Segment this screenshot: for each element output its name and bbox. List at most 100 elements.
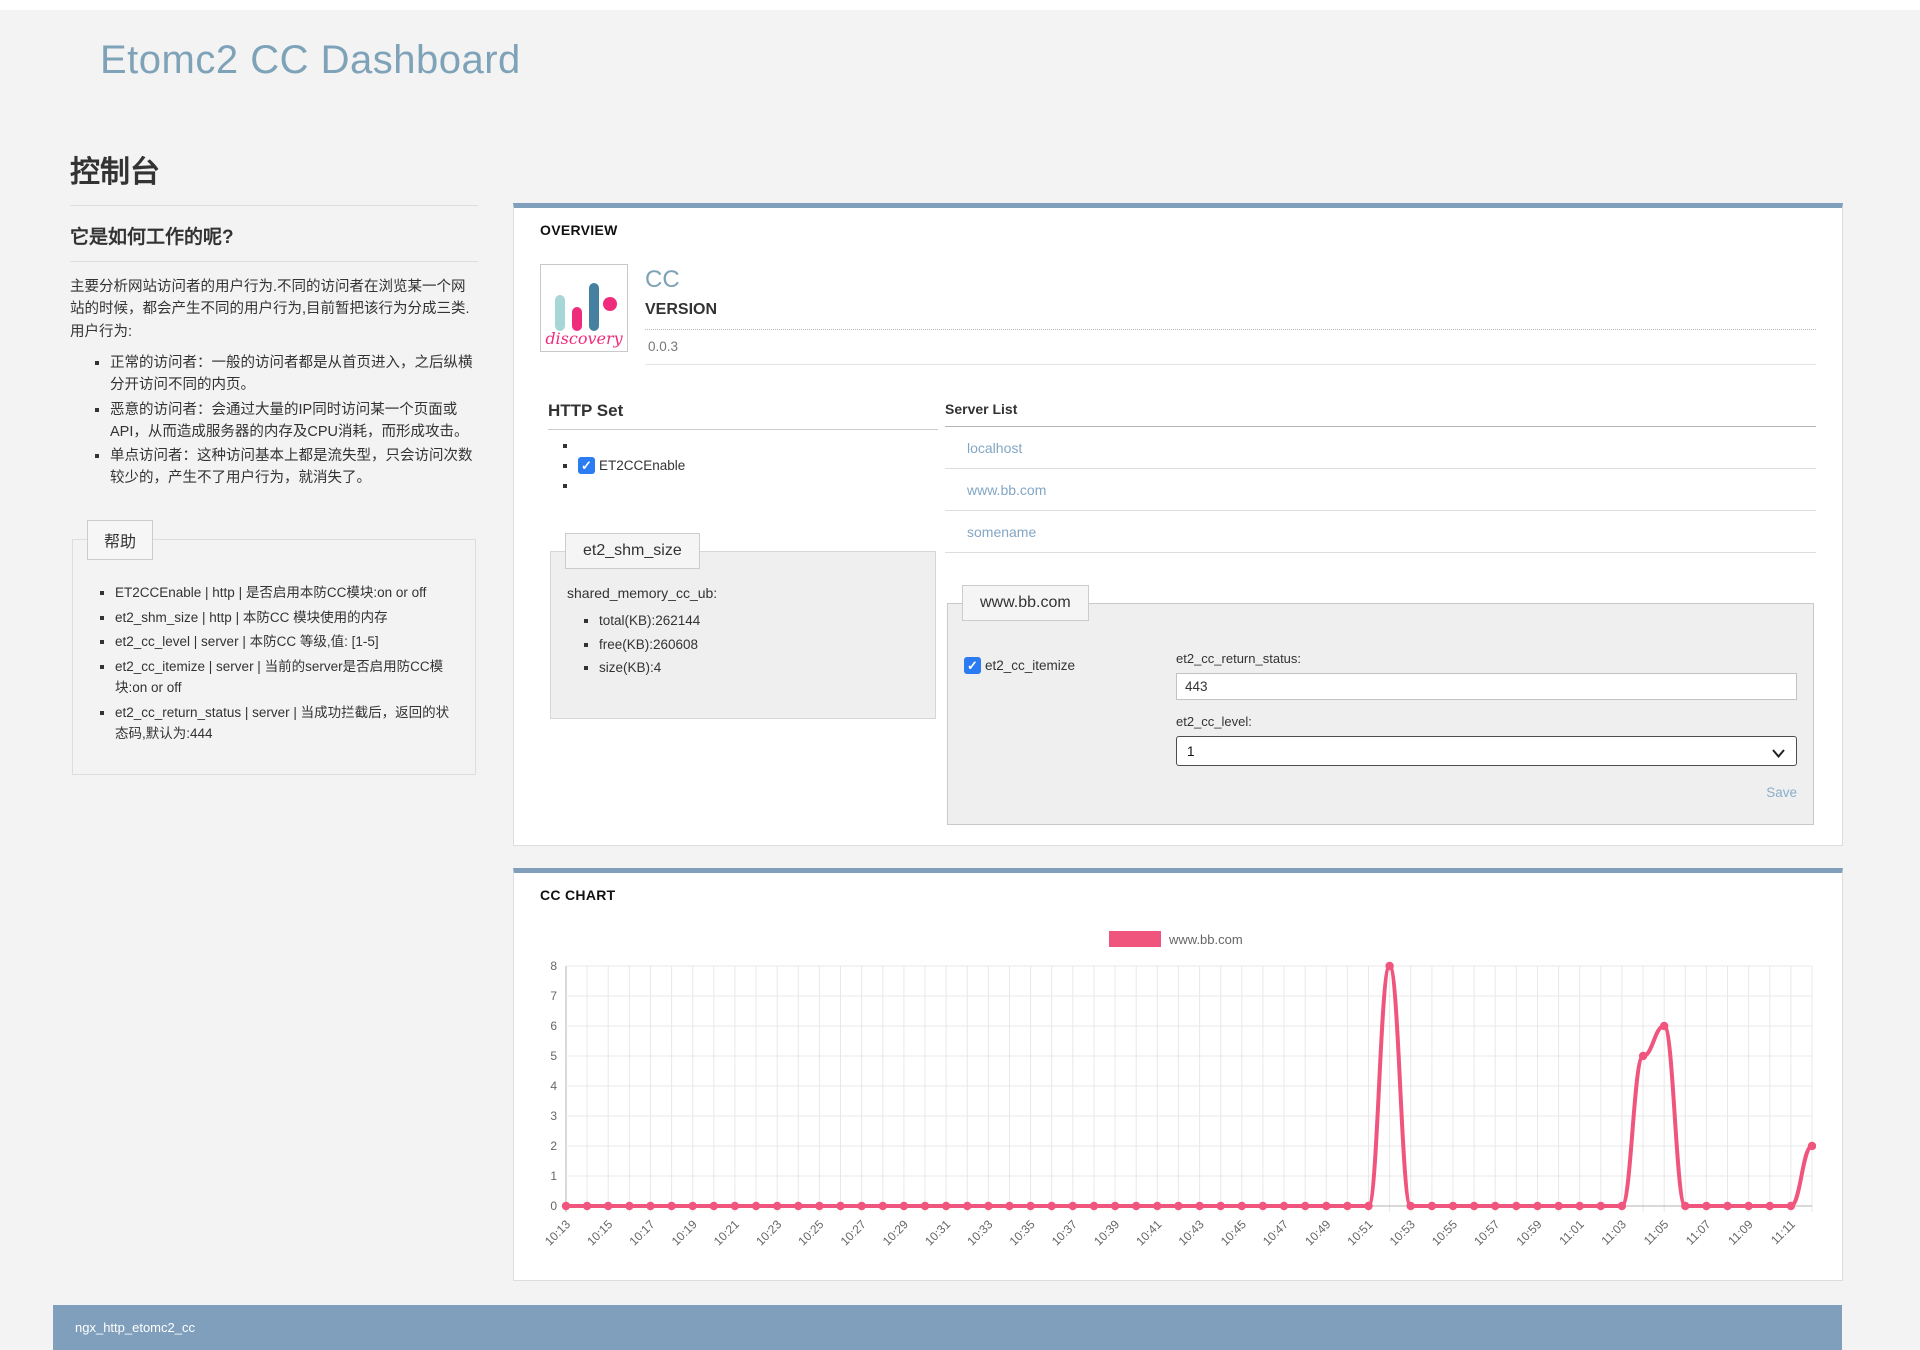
x-tick-label: 10:57 xyxy=(1471,1217,1502,1248)
data-point xyxy=(1638,1051,1648,1061)
x-tick-label: 11:01 xyxy=(1556,1217,1587,1248)
et2-cc-itemize-checkbox[interactable]: et2_cc_itemize xyxy=(964,657,1075,674)
server-item-wwwbbcom[interactable]: www.bb.com xyxy=(945,469,1816,511)
data-point xyxy=(1448,1201,1458,1211)
list-item: et2_cc_return_status | server | 当成功拦截后，返… xyxy=(115,702,461,745)
server-list-title: Server List xyxy=(945,401,1816,427)
x-tick-label: 10:23 xyxy=(753,1217,784,1248)
data-point xyxy=(1681,1201,1690,1211)
data-point xyxy=(836,1201,845,1211)
data-point xyxy=(561,1201,571,1211)
discovery-logo-icon xyxy=(555,283,617,331)
list-item: size(KB):4 xyxy=(599,656,919,680)
y-tick-label: 2 xyxy=(550,1139,557,1153)
overview-panel: OVERVIEW discovery CC VERSION xyxy=(513,203,1843,846)
data-point xyxy=(730,1201,740,1211)
cc-chart-panel: CC CHART 0 1 2 3 4 5 6 7 8 10:13 10:15 10:17 10:19 10… xyxy=(513,868,1843,1281)
server-item-localhost[interactable]: localhost xyxy=(945,427,1816,469)
x-tick-label: 10:13 xyxy=(542,1217,573,1248)
data-point xyxy=(1343,1201,1352,1211)
data-point xyxy=(1174,1201,1183,1211)
data-point xyxy=(1765,1201,1775,1211)
x-tick-label: 10:59 xyxy=(1513,1217,1544,1248)
server-section: Server List localhost www.bb.com somenam… xyxy=(945,401,1816,825)
list-item: et2_cc_itemize | server | 当前的server是否启用防… xyxy=(115,656,461,699)
data-point xyxy=(1279,1201,1289,1211)
data-point xyxy=(709,1201,718,1211)
shm-list: total(KB):262144 free(KB):260608 size(KB… xyxy=(567,609,919,680)
y-tick-label: 6 xyxy=(550,1019,557,1033)
x-tick-label: 10:49 xyxy=(1302,1217,1333,1248)
x-tick-label: 11:09 xyxy=(1725,1217,1756,1248)
shm-heading: shared_memory_cc_ub: xyxy=(567,585,718,601)
x-tick-label: 10:33 xyxy=(964,1217,995,1248)
checkbox-checked-icon xyxy=(964,657,981,674)
intro-paragraph: 主要分析网站访问者的用户行为.不同的访问者在浏览某一个网站的时候，都会产生不同的… xyxy=(70,279,470,340)
x-tick-label: 10:25 xyxy=(795,1217,826,1248)
y-tick-label: 5 xyxy=(550,1049,557,1063)
x-tick-label: 10:39 xyxy=(1091,1217,1122,1248)
list-item: et2_shm_size | http | 本防CC 模块使用的内存 xyxy=(115,607,461,629)
data-point xyxy=(1237,1201,1246,1211)
data-point xyxy=(1427,1201,1437,1211)
save-button[interactable]: Save xyxy=(1766,785,1797,800)
data-point xyxy=(1575,1201,1584,1211)
data-point xyxy=(1702,1201,1711,1211)
data-point xyxy=(751,1201,761,1211)
x-tick-label: 10:15 xyxy=(584,1217,615,1248)
top-strip xyxy=(0,0,1920,10)
return-status-input[interactable] xyxy=(1176,673,1797,700)
list-item: et2_cc_level | server | 本防CC 等级,值: [1-5] xyxy=(115,631,461,653)
x-tick-label: 10:53 xyxy=(1387,1217,1418,1248)
x-tick-label: 10:27 xyxy=(838,1217,869,1248)
data-point xyxy=(1786,1201,1796,1211)
page-container: Etomc2 CC Dashboard 控制台 它是如何工作的呢? 主要分析网站… xyxy=(53,38,1843,1350)
data-point xyxy=(1406,1201,1415,1211)
data-point xyxy=(1026,1201,1035,1211)
data-point xyxy=(625,1201,634,1211)
list-item: ET2CCEnable xyxy=(578,457,938,474)
http-set-title: HTTP Set xyxy=(548,401,938,430)
data-point xyxy=(1195,1201,1204,1211)
http-set-section: HTTP Set ET2CCEnable xyxy=(548,401,938,825)
shm-legend: et2_shm_size xyxy=(565,533,700,569)
data-point xyxy=(582,1201,592,1211)
data-point xyxy=(1807,1141,1816,1151)
app-name: CC xyxy=(645,266,680,293)
server-item-somename[interactable]: somename xyxy=(945,511,1816,553)
divider xyxy=(70,205,478,206)
x-tick-label: 10:45 xyxy=(1218,1217,1249,1248)
shm-fieldset: et2_shm_size shared_memory_cc_ub: total(… xyxy=(550,533,936,719)
console-heading: 控制台 xyxy=(70,156,160,189)
data-point xyxy=(688,1201,697,1211)
data-point xyxy=(1047,1201,1056,1211)
help-legend: 帮助 xyxy=(87,519,154,560)
x-tick-label: 10:35 xyxy=(1007,1217,1038,1248)
x-tick-label: 10:17 xyxy=(626,1217,657,1248)
help-fieldset: 帮助 ET2CCEnable | http | 是否启用本防CC模块:on or… xyxy=(72,519,476,776)
version-label: VERSION xyxy=(645,301,718,318)
cc-level-label: et2_cc_level: xyxy=(1176,714,1252,729)
cc-chart-title: CC CHART xyxy=(540,887,616,903)
et2ccenable-checkbox[interactable]: ET2CCEnable xyxy=(578,457,685,474)
data-point xyxy=(1110,1201,1120,1211)
data-point xyxy=(815,1201,824,1211)
legend-label: www.bb.com xyxy=(1168,932,1243,947)
data-point xyxy=(899,1201,909,1211)
footer-bar: ngx_http_etomc2_cc xyxy=(53,1305,1842,1350)
data-point xyxy=(773,1201,782,1211)
discovery-logo-word: discovery xyxy=(545,329,623,348)
data-point xyxy=(857,1201,866,1211)
list-item: ET2CCEnable | http | 是否启用本防CC模块:on or of… xyxy=(115,582,461,604)
data-point xyxy=(1469,1201,1479,1211)
overview-panel-title: OVERVIEW xyxy=(540,222,618,238)
x-tick-label: 10:31 xyxy=(922,1217,953,1248)
cc-level-select[interactable]: 1 xyxy=(1176,736,1797,766)
data-point xyxy=(1660,1021,1669,1031)
main-area: OVERVIEW discovery CC VERSION xyxy=(513,203,1843,1281)
y-tick-label: 4 xyxy=(550,1079,557,1093)
checkbox-label: et2_cc_itemize xyxy=(985,658,1076,673)
data-point xyxy=(1132,1201,1141,1211)
data-point xyxy=(1068,1201,1077,1211)
cc-chart-svg: 0 1 2 3 4 5 6 7 8 10:13 10:15 10:17 10:19 10:21 10:23 1… xyxy=(542,931,1816,1248)
